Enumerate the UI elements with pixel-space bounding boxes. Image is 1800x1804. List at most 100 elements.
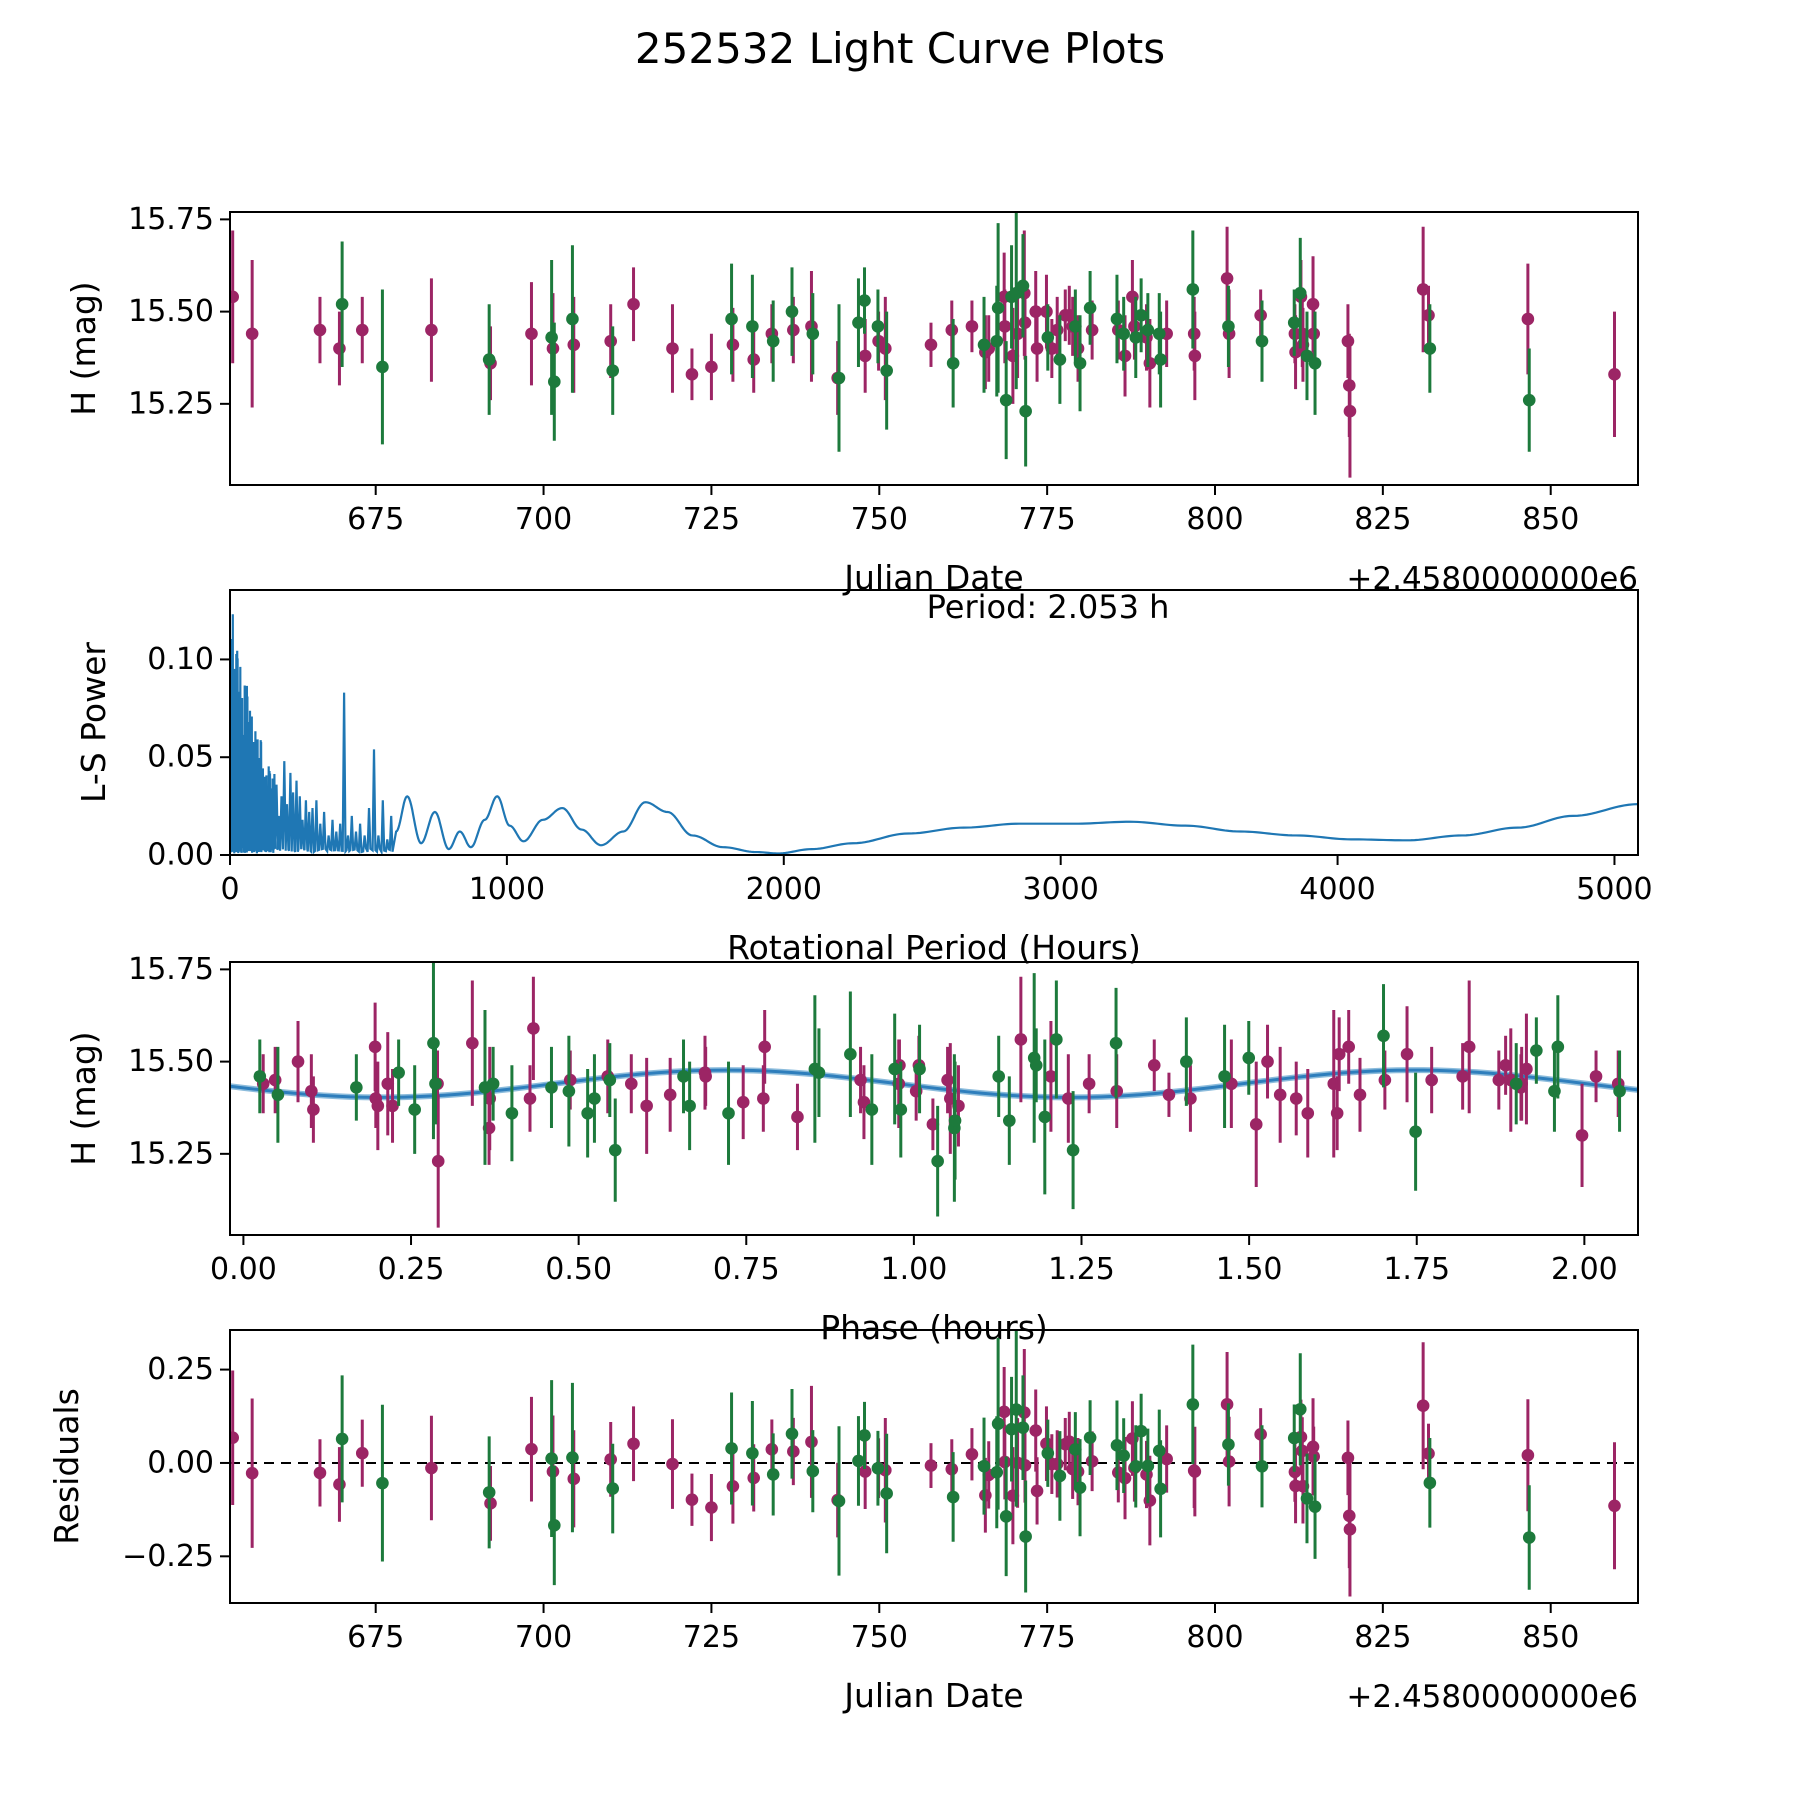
y-tick-label: 0.05	[147, 740, 214, 775]
data-point-green	[812, 1066, 826, 1079]
data-point-green	[832, 1494, 846, 1508]
data-point-purple	[466, 1036, 479, 1050]
y-tick-label: −0.25	[122, 1539, 214, 1574]
data-point-green	[725, 312, 738, 326]
data-point-green	[1222, 1438, 1235, 1451]
data-point-green	[1423, 1476, 1437, 1490]
data-point-purple	[663, 1088, 677, 1102]
data-point-green	[588, 1092, 601, 1105]
data-point-green	[1300, 349, 1314, 363]
data-point-green	[677, 1070, 690, 1083]
data-point-green	[977, 338, 991, 352]
data-point-purple	[1147, 1058, 1161, 1072]
data-point-purple	[245, 327, 259, 341]
data-point-green	[606, 1482, 620, 1495]
x-tick-label: 675	[347, 502, 404, 537]
panel-periodogram: Period: 2.053 h 0 1000 2000 3000 4000 5000 0.00…	[74, 588, 1653, 967]
data-point-green	[865, 1103, 879, 1116]
data-point-green	[1009, 1403, 1023, 1416]
x-tick-label: 825	[1354, 1620, 1411, 1655]
data-point-green	[1218, 1070, 1231, 1083]
data-point-purple	[1353, 1088, 1367, 1102]
y-tick-label: 15.75	[128, 952, 214, 987]
data-point-green	[1073, 1481, 1087, 1494]
x-tick-label: 2000	[746, 872, 822, 907]
period-annotation: Period: 2.053 h	[927, 588, 1170, 626]
x-tick-label: 0.00	[210, 1252, 277, 1287]
data-point-green	[852, 316, 865, 329]
data-point-green	[880, 1487, 893, 1500]
data-point-purple	[1520, 1062, 1533, 1076]
data-point-green	[271, 1088, 285, 1102]
data-point-purple	[758, 1040, 771, 1054]
data-point-green	[871, 1461, 885, 1475]
data-point-purple	[1456, 1070, 1469, 1083]
data-point-green	[1293, 286, 1307, 300]
data-point-green	[350, 1081, 363, 1094]
y-tick-label: 15.25	[128, 1136, 214, 1171]
data-point-purple	[1029, 305, 1043, 318]
y-tick-label: 0.00	[147, 838, 214, 873]
data-point-green	[427, 1036, 440, 1050]
data-point-green	[1522, 1531, 1536, 1544]
x-tick-label: 850	[1522, 502, 1579, 537]
y-tick-label: 15.50	[128, 1044, 214, 1079]
data-point-green	[335, 297, 349, 311]
data-point-green	[545, 1081, 558, 1094]
data-point-green	[335, 1432, 349, 1446]
x-tick-label: 725	[683, 1620, 740, 1655]
data-point-purple	[604, 1453, 618, 1466]
phase-axes-frame	[229, 961, 1639, 1236]
data-point-green	[1551, 1040, 1565, 1054]
data-point-purple	[268, 1073, 282, 1087]
data-point-green	[581, 1106, 594, 1120]
data-point-purple	[1014, 1033, 1028, 1046]
data-point-purple	[736, 1095, 750, 1109]
data-point-purple	[1330, 1106, 1344, 1120]
data-point-green	[1083, 301, 1097, 315]
data-point-green	[946, 1490, 960, 1504]
data-point-green	[1308, 356, 1322, 370]
data-point-green	[482, 353, 496, 366]
data-point-green	[746, 320, 759, 333]
data-point-green	[1141, 323, 1155, 337]
data-point-green	[1423, 342, 1437, 355]
data-point-purple	[926, 1118, 940, 1131]
data-point-green	[991, 1417, 1005, 1431]
residuals-plot-area	[230, 1330, 1638, 1597]
x-tick-label: 5000	[1576, 872, 1652, 907]
data-point-purple	[1143, 1494, 1157, 1507]
y-tick-label: 15.25	[128, 386, 214, 421]
data-point-purple	[791, 1110, 804, 1124]
data-point-green	[722, 1106, 735, 1120]
data-point-purple	[1416, 283, 1430, 296]
data-point-green	[844, 1047, 857, 1061]
data-point-green	[253, 1070, 267, 1083]
data-point-green	[1109, 1036, 1123, 1050]
data-point-purple	[1143, 356, 1157, 370]
x-tick-label: 775	[1019, 502, 1076, 537]
x-tick-label: 1.00	[880, 1252, 947, 1287]
data-point-purple	[1018, 316, 1032, 329]
residuals-x-axis-label: Julian Date	[842, 1676, 1024, 1715]
data-point-purple	[371, 1099, 385, 1113]
x-tick-label: 725	[683, 502, 740, 537]
data-point-purple	[1188, 349, 1202, 363]
data-point-purple	[666, 342, 679, 355]
data-point-purple	[230, 290, 239, 304]
data-point-purple	[1499, 1058, 1512, 1072]
data-point-purple	[1261, 1055, 1274, 1068]
data-point-green	[1255, 334, 1269, 348]
residuals-y-axis-label: Residuals	[47, 1388, 86, 1545]
data-point-purple	[313, 1466, 327, 1480]
data-point-purple	[858, 1465, 872, 1478]
data-point-purple	[924, 1459, 938, 1472]
data-point-purple	[1341, 1451, 1355, 1465]
data-point-green	[858, 1429, 871, 1442]
data-point-purple	[1082, 1077, 1096, 1091]
data-point-green	[948, 1114, 962, 1127]
data-point-green	[888, 1062, 901, 1076]
x-tick-label: 2.00	[1551, 1252, 1618, 1287]
data-point-green	[913, 1062, 926, 1076]
